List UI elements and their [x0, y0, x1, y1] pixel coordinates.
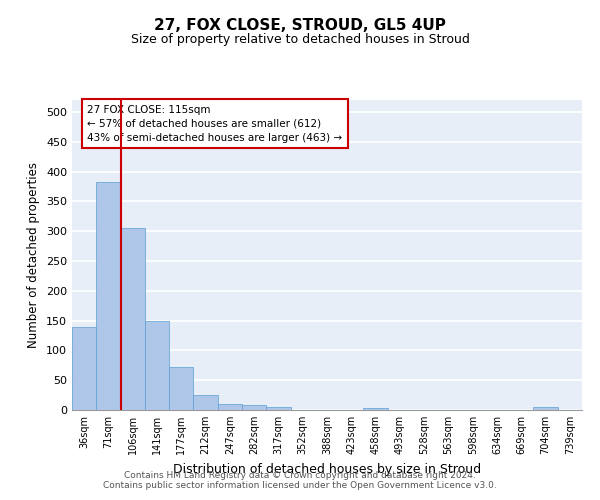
Bar	[96, 182, 121, 410]
Bar	[72, 326, 96, 410]
Text: 27 FOX CLOSE: 115sqm
← 57% of detached houses are smaller (612)
43% of semi-deta: 27 FOX CLOSE: 115sqm ← 57% of detached h…	[88, 104, 343, 142]
Bar	[145, 320, 169, 410]
Bar	[218, 404, 242, 410]
Text: 27, FOX CLOSE, STROUD, GL5 4UP: 27, FOX CLOSE, STROUD, GL5 4UP	[154, 18, 446, 32]
Text: Contains HM Land Registry data © Crown copyright and database right 2024.
Contai: Contains HM Land Registry data © Crown c…	[103, 470, 497, 490]
Bar	[242, 404, 266, 410]
Y-axis label: Number of detached properties: Number of detached properties	[28, 162, 40, 348]
Bar	[193, 395, 218, 410]
Bar	[364, 408, 388, 410]
Bar	[121, 228, 145, 410]
Bar	[266, 407, 290, 410]
Text: Size of property relative to detached houses in Stroud: Size of property relative to detached ho…	[131, 32, 469, 46]
Bar	[169, 367, 193, 410]
X-axis label: Distribution of detached houses by size in Stroud: Distribution of detached houses by size …	[173, 462, 481, 475]
Bar	[533, 407, 558, 410]
